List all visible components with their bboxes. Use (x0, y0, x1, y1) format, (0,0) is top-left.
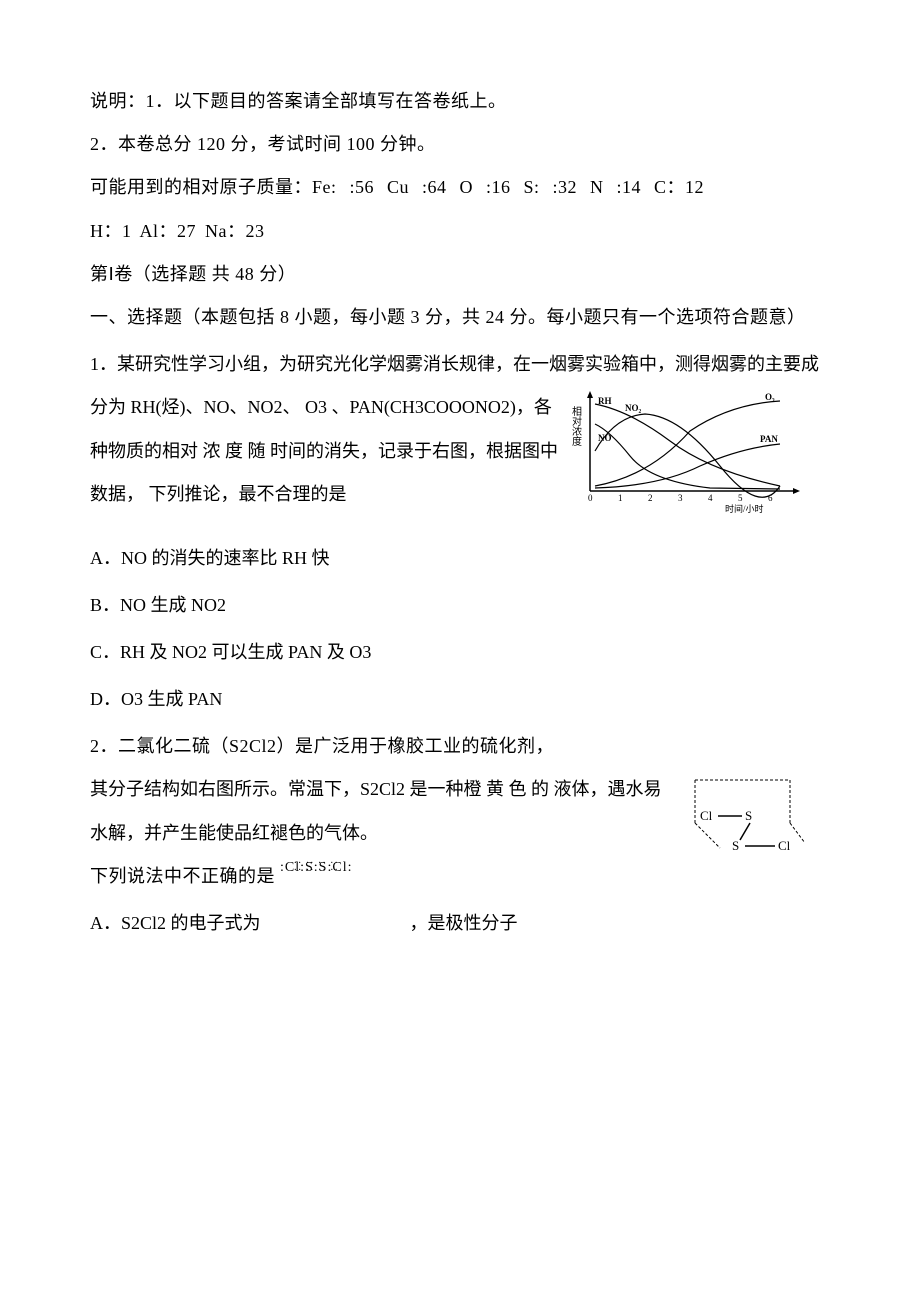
atomic-masses-line-1: 可能用到的相对原子质量：Fe: :56 Cu :64 O :16 S: :32 … (90, 166, 830, 209)
svg-text:4: 4 (708, 493, 713, 503)
svg-text:5: 5 (738, 493, 743, 503)
molecule-structure-icon: Cl S S Cl (680, 768, 810, 868)
q2-intro-line3-text: 下列说法中不正确的是 (90, 866, 275, 886)
question-2: 2．二氯化二硫（S2Cl2）是广泛用于橡胶工业的硫化剂， Cl S S Cl 其… (90, 725, 830, 945)
q1-intro-part4: 下列推论，最不合理的是 (149, 484, 347, 504)
q1-option-a: A．NO 的消失的速率比 RH 快 (90, 537, 830, 580)
svg-text:RH: RH (598, 396, 612, 406)
q2-structure-figure: Cl S S Cl (680, 768, 810, 884)
q2-option-a: A．S2Cl2 的电子式为 ，是极性分子 (90, 902, 830, 945)
svg-text:1: 1 (618, 493, 623, 503)
q1-option-d: D．O3 生成 PAN (90, 678, 830, 721)
atomic-masses-line-2: H：1 Al：27 Na：23 (90, 210, 830, 253)
q1-option-c: C．RH 及 NO2 可以生成 PAN 及 O3 (90, 631, 830, 674)
svg-text:S: S (732, 838, 739, 853)
svg-text:相对浓度: 相对浓度 (570, 405, 582, 447)
svg-text:NO: NO (598, 433, 612, 443)
q2-intro-line1: 2．二氯化二硫（S2Cl2）是广泛用于橡胶工业的硫化剂， (90, 725, 830, 768)
q1-chart-figure: 相对浓度 0 1 2 3 4 5 6 时间/小时 RH NO NO₂ O₃ PA… (570, 386, 810, 532)
svg-text:2: 2 (648, 493, 653, 503)
svg-text:S: S (745, 808, 752, 823)
svg-text:NO₂: NO₂ (625, 403, 642, 413)
concentration-chart-icon: 相对浓度 0 1 2 3 4 5 6 时间/小时 RH NO NO₂ O₃ PA… (570, 386, 810, 516)
section-1-header: 第Ⅰ卷（选择题 共 48 分） (90, 253, 830, 296)
svg-text:时间/小时: 时间/小时 (725, 503, 764, 514)
q2-optA-pre: A．S2Cl2 的电子式为 (90, 913, 261, 933)
svg-text:Cl: Cl (700, 808, 713, 823)
svg-text:3: 3 (678, 493, 683, 503)
electron-formula-icon: ·· ·· ·· ·· :Cl:S:S:Cl: ·· ·· ·· ·· (280, 851, 352, 885)
svg-text:O₃: O₃ (765, 392, 775, 402)
instruction-line-1: 说明：1．以下题目的答案请全部填写在答卷纸上。 (90, 80, 830, 123)
svg-text:Cl: Cl (778, 838, 791, 853)
q2-intro-line2a: 其分子结构如右图所示。常温下，S2Cl2 是一种橙 (90, 779, 482, 799)
q1-option-b: B．NO 生成 NO2 (90, 584, 830, 627)
svg-text:PAN: PAN (760, 434, 778, 444)
instruction-line-2: 2．本卷总分 120 分，考试时间 100 分钟。 (90, 123, 830, 166)
q2-optA-post: ，是极性分子 (410, 913, 518, 933)
question-1: 1．某研究性学习小组，为研究光化学烟雾消长规律，在一烟雾实验箱中，测得烟雾的主要… (90, 343, 830, 516)
section-1-subheader: 一、选择题（本题包括 8 小题，每小题 3 分，共 24 分。每小题只有一个选项… (90, 296, 830, 339)
svg-text:0: 0 (588, 493, 593, 503)
